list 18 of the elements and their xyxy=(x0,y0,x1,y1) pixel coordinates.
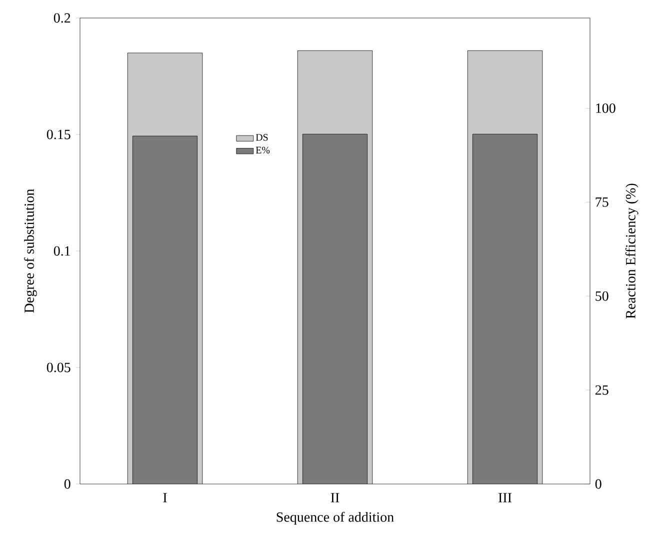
y-tick-label: 0.2 xyxy=(54,13,70,23)
y-tick-label: 0.15 xyxy=(46,130,70,140)
legend-label: E% xyxy=(256,146,270,154)
y-tick-label: 0.1 xyxy=(54,246,70,256)
x-tick-label: III xyxy=(498,493,512,502)
y2-tick-label: 25 xyxy=(595,385,608,395)
y2-tick-label: 50 xyxy=(596,291,608,301)
x-tick-label: I xyxy=(163,493,167,502)
y-tick-label: 0.05 xyxy=(46,362,70,372)
y-tick-label: 0 xyxy=(64,479,70,489)
y-axis-title: Degree of substitution xyxy=(24,189,37,313)
legend-label: DS xyxy=(256,134,268,141)
x-axis-title: Sequence of addition xyxy=(276,512,394,525)
y2-tick-label: 100 xyxy=(596,103,616,113)
y2-tick-label: 75 xyxy=(596,197,608,207)
x-tick-label: II xyxy=(330,493,340,502)
y2-tick-label: 0 xyxy=(595,479,602,489)
y2-axis-title: Reaction Efficiency (%) xyxy=(625,184,638,318)
